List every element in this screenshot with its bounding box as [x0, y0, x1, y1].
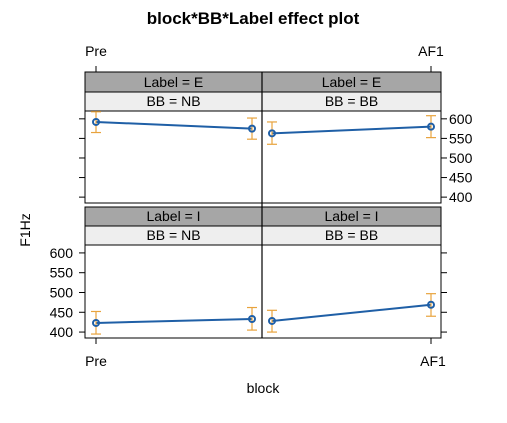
y-tick-label: 550 [449, 130, 473, 146]
strip-bb-text: BB = NB [146, 93, 200, 109]
y-tick-label: 600 [449, 111, 473, 127]
panel-frame-2 [85, 245, 262, 338]
strip-bb-text: BB = BB [325, 93, 378, 109]
x-tick-label-bottom: AF1 [420, 353, 446, 369]
strip-bb-text: BB = NB [146, 227, 200, 243]
y-axis-label: F1Hz [17, 213, 33, 246]
series-line [272, 305, 431, 321]
x-axis-label: block [247, 380, 281, 396]
x-tick-label-bottom: Pre [85, 353, 107, 369]
strip-label-text: Label = E [144, 74, 204, 90]
series-line [272, 127, 431, 134]
y-tick-label: 400 [449, 189, 473, 205]
y-tick-label: 500 [449, 150, 473, 166]
y-tick-label: 400 [50, 324, 74, 340]
strip-bb-text: BB = BB [325, 227, 378, 243]
panel-frame-3 [262, 245, 441, 338]
strip-label-text: Label = E [322, 74, 382, 90]
y-tick-label: 450 [50, 304, 74, 320]
y-tick-label: 600 [50, 245, 74, 261]
x-tick-label-top: AF1 [418, 43, 444, 59]
strip-label-text: Label = I [146, 208, 200, 224]
y-tick-label: 450 [449, 170, 473, 186]
panel-frame-1 [262, 111, 441, 203]
y-tick-label: 500 [50, 284, 74, 300]
series-line [96, 122, 252, 129]
series-line [96, 319, 252, 323]
strip-label-text: Label = I [324, 208, 378, 224]
chart-title: block*BB*Label effect plot [147, 9, 360, 28]
x-tick-label-top: Pre [85, 43, 107, 59]
y-tick-label: 550 [50, 265, 74, 281]
